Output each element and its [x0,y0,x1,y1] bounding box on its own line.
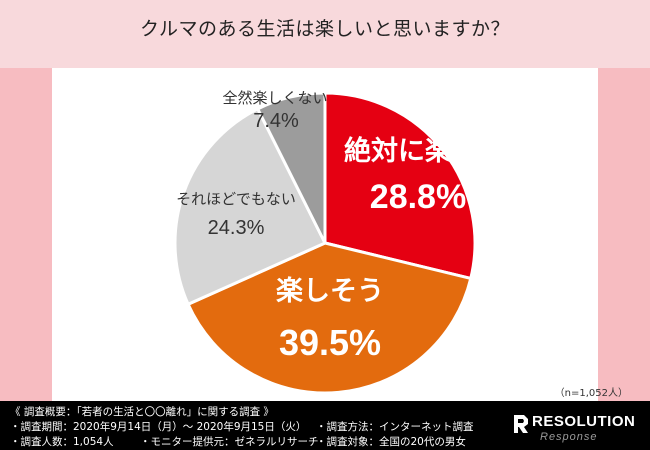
resolution-logo: RESOLUTION Response [512,407,642,445]
slice-value-label: 39.5% [279,322,381,363]
slice-label: 全然楽しくない [222,89,327,107]
survey-heading: 《 調査概要：「若者の生活と〇〇離れ」に関する調査 》 [10,406,274,418]
right-side-band [598,68,650,401]
pie-slice [173,106,328,307]
logo-subtext: Response [540,431,598,443]
logo-mark-icon [514,415,528,433]
slice-label: 絶対に楽しい [344,135,506,167]
survey-monitor-provider: ・モニター提供元：ゼネラルリサーチ [140,436,319,448]
sample-size-note: （n=1,052人） [554,388,628,399]
slice-label: 楽しそう [276,276,384,307]
survey-method: ・調査方法：インターネット調査 [316,421,474,433]
slice-label: それほどでもない [176,190,296,208]
pie-slice [255,91,327,244]
survey-period: ・調査期間：2020年9月14日（月）～ 2020年9月15日（火） [10,421,307,433]
slice-value-label: 24.3% [208,217,265,239]
survey-count: ・調査人数：1,054人 [10,436,114,448]
pie-chart: 絶対に楽しい 28.8% 楽しそう 39.5% それほどでもない 24.3% 全然楽しくない… [173,89,506,395]
chart-title: クルマのある生活は楽しいと思いますか？ [140,18,510,40]
slice-value-label: 28.8% [370,178,466,216]
slice-value-label: 7.4% [253,110,299,132]
title-band [0,0,650,68]
logo-text: RESOLUTION [532,413,636,430]
pie-slice [323,91,477,281]
pie-slice [186,241,473,395]
survey-footer: 《 調査概要：「若者の生活と〇〇離れ」に関する調査 》 ・調査期間：2020年9… [0,401,650,450]
survey-target: ・調査対象：全国の20代の男女 [316,436,466,448]
left-side-band [0,68,52,401]
